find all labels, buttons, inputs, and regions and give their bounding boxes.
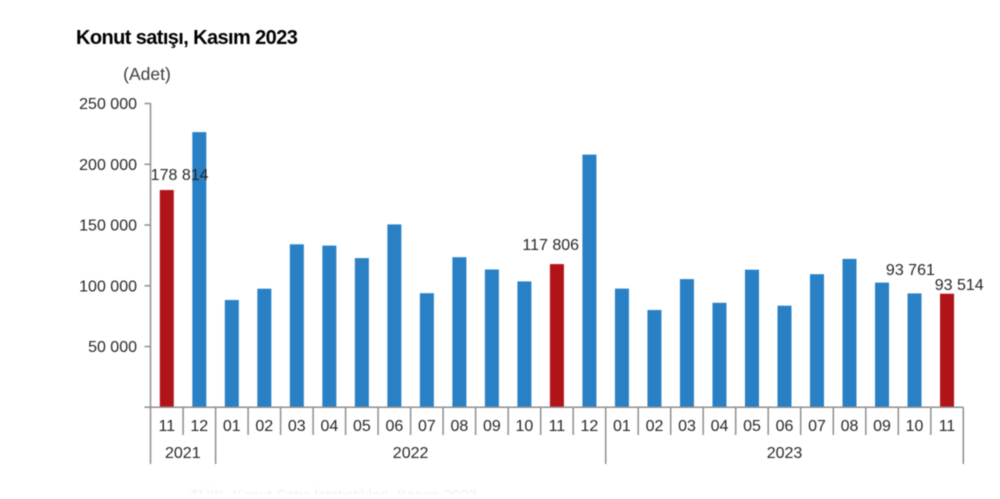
- svg-text:09: 09: [483, 418, 501, 435]
- svg-text:250 000: 250 000: [79, 96, 137, 113]
- svg-text:TÜİK, Konut Satış İstatistikle: TÜİK, Konut Satış İstatistikleri, Kasım …: [190, 486, 477, 494]
- svg-text:05: 05: [353, 418, 371, 435]
- svg-text:117 806: 117 806: [522, 237, 579, 254]
- svg-text:01: 01: [223, 418, 241, 435]
- svg-text:03: 03: [678, 418, 696, 435]
- svg-text:2023: 2023: [767, 445, 803, 462]
- svg-text:93 514: 93 514: [935, 277, 984, 294]
- svg-text:09: 09: [873, 418, 891, 435]
- svg-text:11: 11: [549, 418, 566, 435]
- svg-text:07: 07: [418, 418, 436, 435]
- svg-text:06: 06: [776, 418, 794, 435]
- svg-text:07: 07: [808, 418, 826, 435]
- svg-text:10: 10: [516, 418, 534, 435]
- svg-text:08: 08: [451, 418, 469, 435]
- svg-text:2022: 2022: [393, 445, 429, 462]
- svg-text:178 814: 178 814: [151, 167, 209, 184]
- svg-text:04: 04: [711, 418, 729, 435]
- svg-text:04: 04: [321, 418, 339, 435]
- svg-text:11: 11: [158, 418, 175, 435]
- svg-text:01: 01: [613, 418, 631, 435]
- svg-text:200 000: 200 000: [79, 157, 137, 174]
- svg-text:02: 02: [255, 418, 273, 435]
- svg-text:08: 08: [841, 418, 859, 435]
- svg-text:05: 05: [743, 418, 761, 435]
- svg-text:03: 03: [288, 418, 306, 435]
- svg-text:12: 12: [581, 418, 599, 435]
- svg-text:12: 12: [190, 418, 208, 435]
- svg-text:(Adet): (Adet): [123, 64, 171, 84]
- svg-text:02: 02: [646, 418, 664, 435]
- svg-text:150 000: 150 000: [79, 218, 137, 235]
- svg-text:93 761: 93 761: [886, 262, 935, 279]
- svg-text:2021: 2021: [165, 445, 201, 462]
- svg-text:06: 06: [386, 418, 404, 435]
- svg-text:11: 11: [939, 418, 956, 435]
- svg-text:100 000: 100 000: [79, 278, 137, 295]
- svg-text:10: 10: [906, 418, 924, 435]
- svg-text:50 000: 50 000: [88, 339, 137, 356]
- svg-text:Konut satışı, Kasım 2023: Konut satışı, Kasım 2023: [76, 27, 298, 49]
